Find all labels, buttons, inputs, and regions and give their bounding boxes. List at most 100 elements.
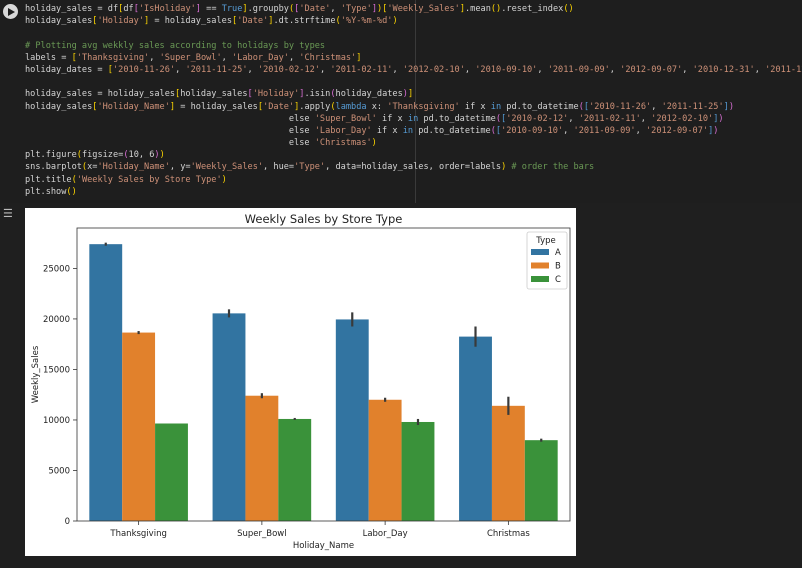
code-token: , [537, 64, 548, 75]
legend-swatch-A [531, 249, 549, 255]
code-token: 'Weekly_Sales' [387, 4, 460, 14]
code-token: ) [159, 150, 165, 161]
code-token: ) [728, 101, 735, 112]
code-token: 'Date' [263, 101, 295, 112]
code-token: '2012-02-10' [651, 113, 714, 124]
code-token: .reset_index [501, 4, 564, 14]
x-tick-label: Super_Bowl [237, 529, 287, 539]
y-tick-label: 20000 [43, 315, 70, 325]
code-token: 'Holiday_Name' [97, 162, 170, 173]
code-token: 'Thanksgiving' [76, 52, 150, 63]
code-token: [ [107, 64, 113, 75]
code-token: , [288, 52, 300, 63]
code-token: 'Type' [294, 162, 326, 173]
code-token: , [330, 4, 341, 14]
code-token: , [149, 52, 160, 63]
code-token: , [247, 64, 258, 75]
x-tick-label: Christmas [487, 529, 530, 539]
code-token: '2010-11-26' [589, 101, 652, 112]
code-token: holiday_dates = [25, 64, 108, 75]
code-token: ( [578, 101, 584, 112]
y-tick-label: 0 [65, 517, 70, 527]
x-axis-label: Holiday_Name [293, 541, 354, 551]
code-token: [ [92, 16, 98, 27]
bar-Christmas-A [459, 336, 492, 521]
code-token: ( [71, 174, 77, 185]
code-token: '2010-02-12' [506, 113, 569, 124]
code-token: 'Holiday' [97, 16, 145, 27]
code-token: ( [76, 150, 82, 161]
chart-title: Weekly Sales by Store Type [245, 212, 403, 226]
code-line: holiday_sales = holiday_sales[holiday_sa… [25, 88, 802, 100]
code-token: x= [87, 162, 98, 173]
code-token: [ [232, 16, 238, 27]
code-token: x: [366, 101, 388, 112]
code-token: # order the bars [506, 162, 595, 173]
code-token: plt.figure [25, 150, 77, 161]
code-token: , [319, 64, 331, 75]
code-cell[interactable]: holiday_sales = df[df['IsHoliday'] == Tr… [0, 0, 802, 203]
code-token: ( [123, 150, 129, 161]
code-token: holiday_sales [25, 101, 93, 112]
code-token: ] [242, 4, 248, 14]
code-token: [ [257, 101, 264, 112]
code-editor[interactable]: holiday_sales = df[df['IsHoliday'] == Tr… [25, 3, 802, 198]
code-token: '2011-12-30' [765, 64, 802, 75]
code-token: ] [371, 4, 377, 14]
code-line: sns.barplot(x='Holiday_Name', y='Weekly_… [25, 161, 802, 173]
bar-Super_Bowl-B [245, 395, 279, 521]
code-token: '2011-02-11' [578, 113, 641, 124]
code-line: # Plotting avg wekkly sales according to… [25, 40, 802, 52]
code-token: ] [144, 16, 150, 27]
code-line: plt.title('Weekly Sales by Store Type') [25, 174, 802, 186]
code-token: [ [501, 113, 507, 124]
legend-label: C [555, 275, 561, 285]
code-token: holiday_dates [335, 89, 403, 100]
code-token: ) [371, 138, 377, 149]
code-token: ( [335, 16, 341, 27]
code-line [25, 76, 802, 88]
code-token: ) [377, 4, 383, 14]
code-line: plt.figure(figsize=(10, 6)) [25, 149, 802, 161]
code-token: 'Date' [299, 4, 331, 14]
bar-Christmas-C [524, 440, 558, 521]
code-token: () [490, 4, 502, 14]
code-token: ) [402, 89, 408, 100]
code-token: 'Christmas' [314, 138, 372, 149]
bar-chart: Weekly Sales by Store Type 0 5000 10000 1500… [31, 212, 571, 551]
code-token: 'Labor_Day' [232, 52, 289, 63]
bar-Labor_Day-A [335, 319, 369, 521]
code-token: [ [92, 101, 98, 112]
code-token: holiday_sales = df [25, 4, 119, 14]
code-token: 'Thanksgiving' [387, 101, 460, 112]
code-line: holiday_sales = df[df['IsHoliday'] == Tr… [25, 3, 802, 15]
code-token: ( [330, 89, 336, 100]
code-token: '2012-09-07' [645, 125, 709, 136]
code-token: .mean [465, 4, 491, 14]
code-token: figsize= [81, 150, 124, 161]
code-token: () [66, 186, 77, 197]
run-cell-button[interactable] [3, 4, 18, 19]
code-token: '2010-12-31' [692, 64, 755, 75]
code-token: labels = [25, 52, 72, 63]
code-token: if x [459, 101, 491, 112]
code-token: ) [718, 113, 724, 124]
code-token: if x [376, 113, 408, 124]
code-line: labels = ['Thanksgiving', 'Super_Bowl', … [25, 52, 802, 64]
code-token: , [640, 113, 652, 124]
code-token: .groupby [247, 4, 289, 14]
output-settings-icon[interactable]: ☰ [3, 207, 13, 220]
code-token: [ [175, 89, 181, 100]
code-token: , [563, 125, 574, 136]
code-token: '%Y-%m-%d' [340, 16, 393, 27]
code-token: True [221, 4, 243, 14]
code-token: , y= [169, 162, 191, 173]
code-token: 'Super_Bowl' [314, 113, 377, 124]
code-token: ( [330, 101, 336, 112]
code-line [25, 27, 802, 39]
code-token: ) [154, 150, 160, 161]
code-token: 'IsHoliday' [138, 4, 196, 14]
axes-frame [76, 227, 571, 522]
code-token: 10, 6 [128, 150, 155, 161]
code-token: [ [495, 125, 502, 136]
